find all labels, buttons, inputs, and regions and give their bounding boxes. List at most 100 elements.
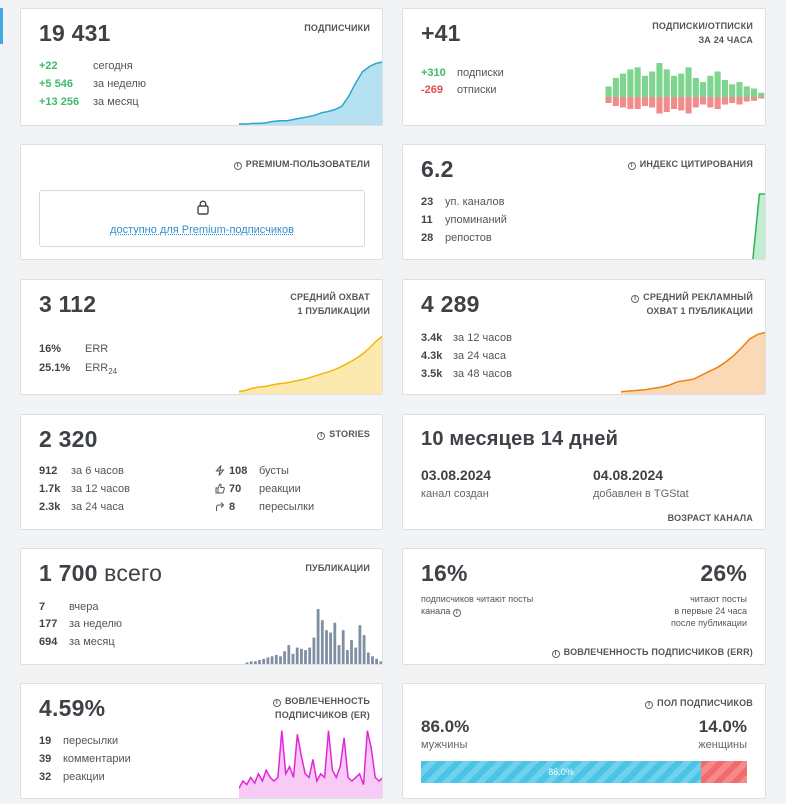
publication-bar bbox=[312, 637, 316, 664]
publication-bar bbox=[274, 655, 278, 664]
avg-reach-card[interactable]: 3 112 СРЕДНИЙ ОХВАТ 1 ПУБЛИКАЦИИ 16% ERR … bbox=[20, 279, 383, 395]
premium-lock-box[interactable]: доступно для Premium-подписчиков bbox=[39, 190, 365, 247]
info-icon[interactable]: i bbox=[631, 295, 640, 303]
added-date: 04.08.2024 bbox=[593, 467, 664, 483]
subs-bar bbox=[758, 92, 765, 98]
info-icon[interactable]: i bbox=[317, 432, 326, 440]
stories-value: 2 320 bbox=[39, 426, 98, 452]
publications-value: 1 700 всего bbox=[39, 560, 163, 586]
citation-index-value: 6.2 bbox=[421, 156, 454, 182]
subscribers-today: +22 сегодня bbox=[39, 60, 133, 72]
engagement-er-title: i ВОВЛЕЧЕННОСТЬ ПОДПИСЧИКОВ (ER) bbox=[272, 694, 370, 722]
ad-reach-card[interactable]: 4 289 i СРЕДНИЙ РЕКЛАМНЫЙ ОХВАТ 1 ПУБЛИКА… bbox=[402, 279, 766, 395]
info-icon[interactable]: i bbox=[645, 701, 654, 709]
er-comments: 39 комментарии bbox=[39, 753, 131, 765]
subscribers-count: 19 431 bbox=[39, 20, 111, 46]
publication-bar bbox=[254, 661, 257, 664]
subs-bar bbox=[714, 71, 721, 97]
ad-reach-48h: 3.5k за 48 часов bbox=[421, 368, 512, 380]
stories-12h: 1.7k за 12 часов bbox=[39, 483, 130, 495]
er-reactions: 32 реакции bbox=[39, 771, 105, 783]
stories-6h: 912 за 6 часов bbox=[39, 465, 124, 477]
unsubs-bar bbox=[678, 97, 685, 111]
unsubs-bar bbox=[649, 97, 656, 108]
info-icon[interactable]: i bbox=[452, 609, 461, 617]
channel-age-title: ВОЗРАСТ КАНАЛА bbox=[667, 513, 753, 523]
subscribers-week: +5 546 за неделю bbox=[39, 78, 147, 90]
unsubs-bar bbox=[605, 97, 612, 103]
thumbs-up-icon bbox=[215, 483, 225, 494]
publication-bar bbox=[379, 661, 382, 664]
citation-card[interactable]: 6.2 i ИНДЕКС ЦИТИРОВАНИЯ 23 уп. каналов 11… bbox=[402, 144, 766, 260]
stories-reactions: 70 реакции bbox=[215, 480, 301, 498]
publication-bar bbox=[258, 660, 261, 664]
premium-card[interactable]: i PREMIUM-ПОЛЬЗОВАТЕЛИ доступно для Premi… bbox=[20, 144, 383, 260]
subs-unsubs-bar-chart bbox=[605, 63, 765, 114]
er-trend-chart bbox=[239, 730, 382, 798]
left-edge-accent bbox=[0, 8, 3, 44]
ad-reach-12h: 3.4k за 12 часов bbox=[421, 332, 512, 344]
citation-mentions: 11 упоминаний bbox=[421, 214, 507, 226]
publications-bar-chart bbox=[245, 609, 382, 664]
publications-title: ПУБЛИКАЦИИ bbox=[305, 563, 370, 573]
subs-bar bbox=[721, 80, 728, 97]
unsubs-bar bbox=[656, 97, 663, 114]
unsubs-bar bbox=[612, 97, 619, 106]
publications-card[interactable]: 1 700 всего ПУБЛИКАЦИИ 7 вчера 177 за неде… bbox=[20, 548, 383, 665]
unsubs-bar bbox=[751, 97, 758, 101]
err-left-value: 16% bbox=[421, 560, 468, 586]
subs-bar bbox=[751, 88, 758, 97]
publication-bar bbox=[266, 657, 270, 664]
unsubs-bar bbox=[671, 97, 678, 109]
subs-bar bbox=[678, 73, 685, 97]
engagement-err-card[interactable]: 16% подписчиков читают посты канала i 26… bbox=[402, 548, 766, 665]
gender-card[interactable]: i ПОЛ ПОДПИСЧИКОВ 86.0% мужчины 14.0% жен… bbox=[402, 683, 766, 799]
publication-bar bbox=[270, 656, 274, 664]
publication-bar bbox=[337, 645, 341, 664]
subs-bar bbox=[620, 73, 627, 97]
publication-bar bbox=[375, 658, 378, 664]
subscribers-card[interactable]: 19 431 ПОДПИСЧИКИ +22 сегодня +5 546 за не… bbox=[20, 8, 383, 126]
subs-unsubs-card[interactable]: +41 ПОДПИСКИ/ОТПИСКИ ЗА 24 ЧАСА +310 подп… bbox=[402, 8, 766, 126]
stories-card[interactable]: 2 320 i STORIES 912 за 6 часов 1.7k за 12 ч… bbox=[20, 414, 383, 530]
subs-bar bbox=[707, 75, 714, 98]
publication-bar bbox=[371, 656, 374, 664]
ad-reach-trend-chart bbox=[621, 331, 765, 394]
lock-icon bbox=[197, 200, 209, 215]
publication-bar bbox=[329, 632, 332, 664]
publications-yesterday: 7 вчера bbox=[39, 601, 99, 613]
unsubs-bar bbox=[721, 97, 728, 105]
unsubs-bar bbox=[634, 97, 641, 109]
channel-age-value: 10 месяцев 14 дней bbox=[421, 428, 619, 450]
channel-age-card[interactable]: 10 месяцев 14 дней 03.08.2024 канал созд… bbox=[402, 414, 766, 530]
er-value: 4.59% bbox=[39, 695, 106, 721]
publication-bar bbox=[308, 647, 312, 664]
citation-trend-chart bbox=[752, 193, 765, 259]
subs-bar bbox=[649, 71, 656, 97]
unsubs-bar bbox=[736, 97, 743, 105]
created-date: 03.08.2024 bbox=[421, 467, 492, 483]
unsubs-bar bbox=[743, 97, 750, 102]
premium-title: i PREMIUM-ПОЛЬЗОВАТЕЛИ bbox=[233, 157, 370, 171]
avg-reach-value: 3 112 bbox=[39, 291, 97, 317]
info-icon[interactable]: i bbox=[551, 650, 560, 658]
publications-month: 694 за месяц bbox=[39, 636, 115, 648]
info-icon[interactable]: i bbox=[272, 699, 281, 707]
publication-bar bbox=[366, 652, 370, 664]
lightning-icon bbox=[215, 465, 225, 476]
premium-link[interactable]: доступно для Premium-подписчиков bbox=[110, 224, 294, 236]
unsubs-bar bbox=[729, 97, 736, 103]
unsubs-bar bbox=[692, 97, 699, 108]
engagement-er-card[interactable]: 4.59% i ВОВЛЕЧЕННОСТЬ ПОДПИСЧИКОВ (ER) 19… bbox=[20, 683, 383, 799]
female-label: женщины bbox=[698, 739, 747, 751]
publication-bar bbox=[279, 656, 282, 664]
subs-bar bbox=[656, 63, 663, 97]
avg-reach-title: СРЕДНИЙ ОХВАТ 1 ПУБЛИКАЦИИ bbox=[290, 292, 370, 316]
info-icon[interactable]: i bbox=[627, 162, 636, 170]
info-icon[interactable]: i bbox=[233, 162, 242, 170]
citation-title: i ИНДЕКС ЦИТИРОВАНИЯ bbox=[627, 157, 753, 171]
publication-bar bbox=[325, 630, 328, 664]
publication-bar bbox=[316, 609, 320, 664]
subscribers-month: +13 256 за месяц bbox=[39, 96, 139, 108]
er-forwards: 19 пересылки bbox=[39, 735, 119, 747]
